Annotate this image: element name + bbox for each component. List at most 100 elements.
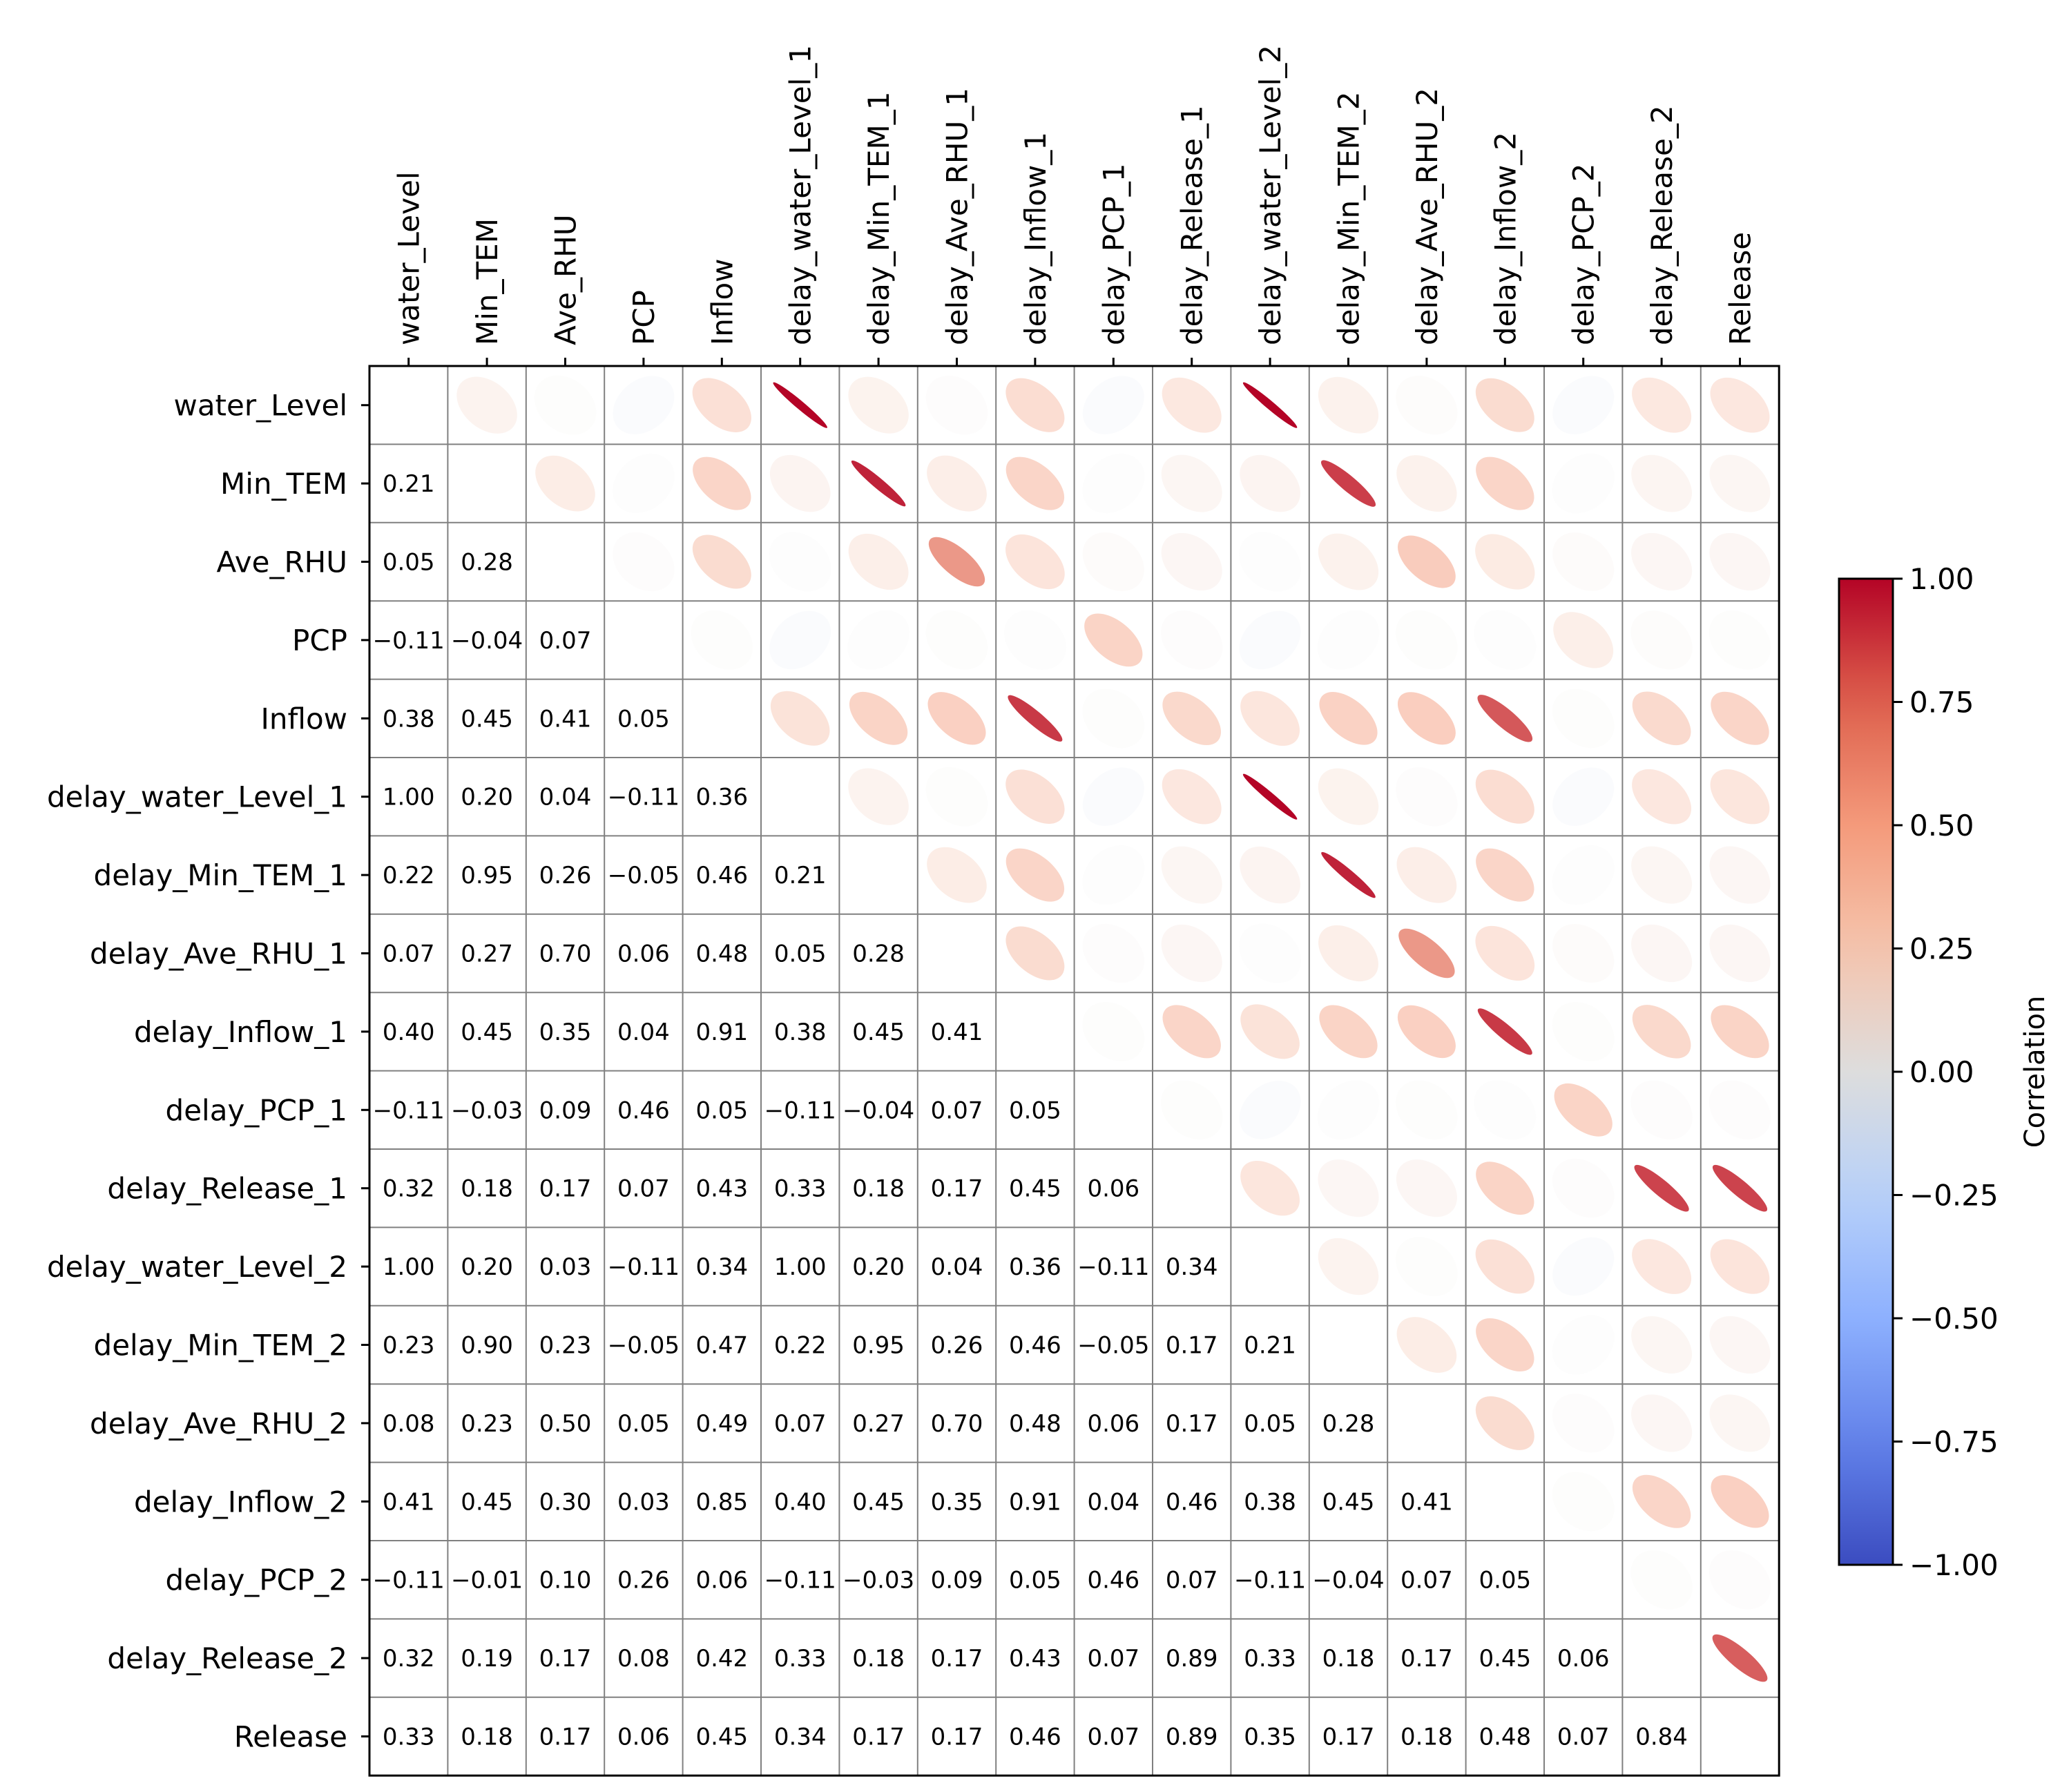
corr-value-label: 0.28 bbox=[852, 941, 905, 968]
corr-ellipse bbox=[1476, 456, 1534, 510]
corr-ellipse bbox=[1552, 924, 1615, 983]
corr-ellipse bbox=[1005, 534, 1065, 590]
corr-value-label: 0.17 bbox=[1400, 1645, 1453, 1673]
corr-value-label: 0.38 bbox=[774, 1019, 827, 1046]
corr-value-label: −0.03 bbox=[451, 1097, 523, 1124]
corr-value-label: 0.41 bbox=[1400, 1488, 1453, 1516]
corr-ellipse bbox=[1711, 1005, 1769, 1059]
corr-value-label: −0.11 bbox=[373, 1097, 445, 1124]
corr-value-label: 0.21 bbox=[1244, 1332, 1296, 1360]
corr-value-label: 0.84 bbox=[1635, 1724, 1688, 1751]
ellipse-layer bbox=[456, 375, 1771, 1682]
corr-value-label: 0.48 bbox=[695, 941, 748, 968]
corr-value-label: 0.45 bbox=[852, 1488, 905, 1516]
corr-ellipse bbox=[613, 376, 675, 434]
corr-ellipse bbox=[1631, 1316, 1693, 1374]
corr-ellipse bbox=[1708, 1550, 1771, 1610]
corr-ellipse bbox=[1709, 1394, 1771, 1452]
corr-value-label: 0.27 bbox=[852, 1410, 905, 1438]
corr-value-label: 0.17 bbox=[931, 1175, 983, 1203]
corr-ellipse bbox=[1240, 846, 1300, 904]
corr-value-label: 0.35 bbox=[931, 1488, 983, 1516]
corr-ellipse bbox=[1005, 456, 1065, 510]
corr-ellipse bbox=[848, 768, 909, 825]
column-label: delay_Ave_RHU_2 bbox=[1410, 88, 1444, 345]
value-label-layer: 0.21 0.05 0.28 −0.11 −0.04 0.07 0.38 0.45 0.41 0.… bbox=[373, 470, 1688, 1751]
corr-ellipse bbox=[1711, 691, 1769, 745]
corr-ellipse bbox=[773, 382, 827, 428]
corr-ellipse bbox=[1630, 1550, 1693, 1610]
corr-ellipse bbox=[769, 454, 831, 512]
corr-ellipse bbox=[1552, 376, 1615, 434]
corr-value-label: 0.06 bbox=[1557, 1645, 1610, 1673]
corr-value-label: −0.01 bbox=[451, 1567, 523, 1595]
row-label: delay_water_Level_1 bbox=[47, 780, 347, 814]
corr-value-label: 0.27 bbox=[461, 941, 513, 968]
corr-value-label: 0.89 bbox=[1166, 1724, 1218, 1751]
corr-ellipse bbox=[1240, 1004, 1300, 1059]
corr-value-label: 1.00 bbox=[383, 784, 435, 811]
corr-value-label: 0.26 bbox=[539, 862, 592, 889]
corr-ellipse bbox=[1475, 534, 1535, 590]
corr-value-label: 0.43 bbox=[1009, 1645, 1061, 1673]
corr-ellipse bbox=[1397, 692, 1456, 745]
corr-ellipse bbox=[1709, 532, 1771, 591]
corr-ellipse bbox=[1082, 767, 1144, 826]
corr-ellipse bbox=[770, 691, 830, 746]
corr-ellipse bbox=[1084, 613, 1143, 667]
corr-ellipse bbox=[1476, 1318, 1534, 1372]
corr-value-label: 0.05 bbox=[695, 1097, 748, 1124]
corr-ellipse bbox=[925, 376, 988, 435]
corr-ellipse bbox=[612, 454, 675, 514]
corr-value-label: 0.20 bbox=[461, 784, 513, 811]
corr-value-label: 0.48 bbox=[1009, 1410, 1061, 1438]
corr-value-label: −0.11 bbox=[764, 1567, 836, 1595]
corr-ellipse bbox=[1161, 924, 1222, 983]
colorbar-tick-label: −1.00 bbox=[1909, 1548, 1999, 1582]
corr-value-label: 0.47 bbox=[695, 1332, 748, 1360]
corr-value-label: 0.91 bbox=[695, 1019, 748, 1046]
corr-value-label: 0.33 bbox=[774, 1175, 827, 1203]
corr-ellipse bbox=[848, 533, 909, 590]
corr-value-label: 0.46 bbox=[1087, 1567, 1139, 1595]
column-label: delay_Release_1 bbox=[1175, 105, 1209, 345]
corr-ellipse bbox=[1552, 1394, 1615, 1453]
corr-ellipse bbox=[1631, 454, 1692, 512]
corr-value-label: 0.17 bbox=[1322, 1724, 1375, 1751]
corr-ellipse bbox=[1632, 377, 1692, 433]
corr-ellipse bbox=[613, 532, 675, 592]
corr-ellipse bbox=[1239, 532, 1302, 592]
corr-value-label: 0.46 bbox=[695, 862, 748, 889]
corr-value-label: −0.03 bbox=[843, 1567, 914, 1595]
corr-ellipse bbox=[1005, 848, 1065, 902]
corr-value-label: 0.06 bbox=[617, 941, 670, 968]
corr-value-label: 0.07 bbox=[1400, 1567, 1453, 1595]
corr-ellipse bbox=[1632, 1005, 1691, 1059]
corr-value-label: 0.18 bbox=[461, 1724, 513, 1751]
corr-value-label: 0.06 bbox=[695, 1567, 748, 1595]
corr-value-label: 0.17 bbox=[1166, 1410, 1218, 1438]
corr-ellipse bbox=[1709, 924, 1771, 983]
corr-ellipse bbox=[1082, 845, 1145, 905]
corr-ellipse bbox=[1554, 1083, 1613, 1137]
column-label-layer: water_Level Min_TEM Ave_RHU PCP Inflow delay_… bbox=[392, 45, 1758, 366]
corr-ellipse bbox=[1082, 1001, 1145, 1061]
corr-value-label: −0.04 bbox=[451, 627, 523, 655]
corr-ellipse bbox=[1318, 376, 1379, 434]
corr-value-label: 0.38 bbox=[383, 705, 435, 733]
corr-value-label: 0.30 bbox=[539, 1488, 592, 1516]
corr-value-label: 0.06 bbox=[1087, 1175, 1139, 1203]
colorbar-tick-label: −0.25 bbox=[1909, 1179, 1999, 1213]
corr-value-label: 0.48 bbox=[1479, 1724, 1531, 1751]
corr-value-label: 0.19 bbox=[461, 1645, 513, 1673]
corr-ellipse bbox=[1321, 851, 1376, 898]
corr-ellipse bbox=[848, 376, 909, 434]
corr-value-label: 0.36 bbox=[695, 784, 748, 811]
corr-ellipse bbox=[1162, 377, 1222, 433]
corr-value-label: 0.32 bbox=[383, 1645, 435, 1673]
corr-ellipse bbox=[1552, 532, 1615, 591]
corr-ellipse bbox=[1552, 845, 1615, 905]
corr-value-label: 0.10 bbox=[539, 1567, 592, 1595]
corr-value-label: 0.38 bbox=[1244, 1488, 1296, 1516]
